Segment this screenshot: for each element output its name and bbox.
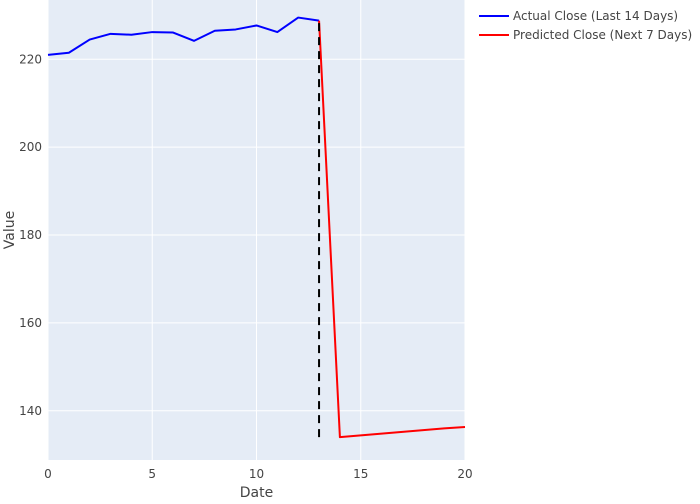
- grid-lines: [47, 0, 466, 460]
- x-axis-title: Date: [240, 485, 273, 500]
- legend-label: Actual Close (Last 14 Days): [513, 9, 678, 23]
- x-tick-label: 15: [353, 467, 368, 481]
- legend-item-1[interactable]: Predicted Close (Next 7 Days): [479, 28, 692, 42]
- y-tick-label: 220: [19, 52, 42, 66]
- series-line-1[interactable]: [318, 20, 466, 439]
- series-layer: [47, 16, 466, 439]
- y-tick-label: 200: [19, 140, 42, 154]
- x-tick-label: 0: [44, 467, 52, 481]
- x-tick-label: 10: [249, 467, 264, 481]
- series-line-0[interactable]: [47, 16, 320, 56]
- y-tick-label: 160: [19, 316, 42, 330]
- x-tick-label: 5: [148, 467, 156, 481]
- y-tick-label: 180: [19, 228, 42, 242]
- legend-item-0[interactable]: Actual Close (Last 14 Days): [479, 9, 678, 23]
- tick-labels: 0 5 10 15 20 140 160 180 200 220: [19, 52, 473, 481]
- legend-label: Predicted Close (Next 7 Days): [513, 28, 692, 42]
- x-tick-label: 20: [457, 467, 472, 481]
- y-axis-title: Value: [2, 211, 18, 249]
- y-tick-label: 140: [19, 404, 42, 418]
- legend[interactable]: Actual Close (Last 14 Days) Predicted Clo…: [479, 9, 692, 42]
